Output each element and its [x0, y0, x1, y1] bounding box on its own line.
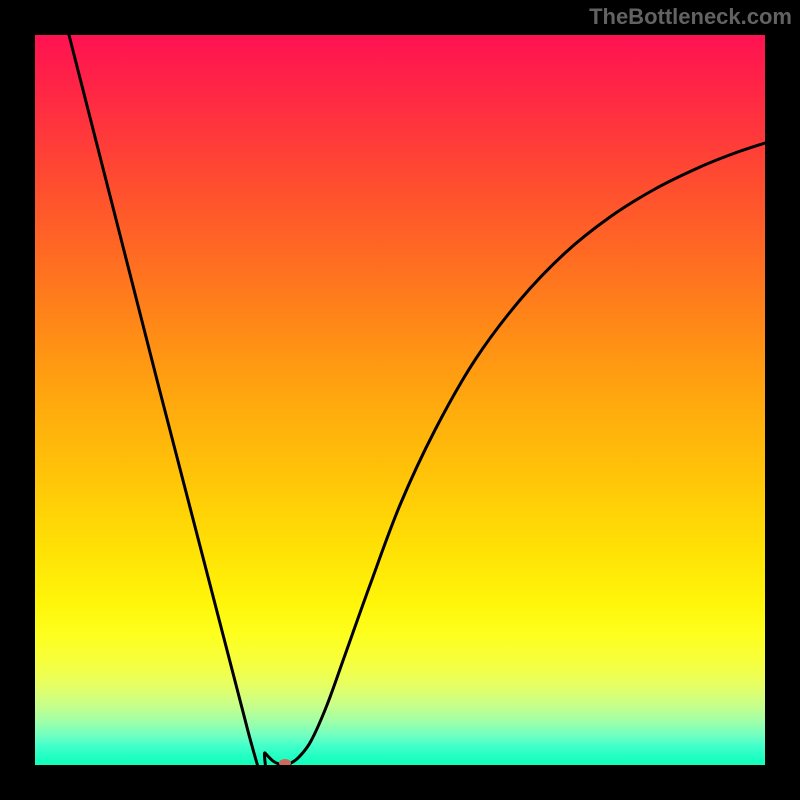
- minimum-marker: [279, 759, 291, 765]
- chart-container: TheBottleneck.com: [0, 0, 800, 800]
- bottleneck-curve: [69, 35, 765, 765]
- watermark-text: TheBottleneck.com: [589, 4, 792, 30]
- plot-area: [35, 35, 765, 765]
- curve-svg: [35, 35, 765, 765]
